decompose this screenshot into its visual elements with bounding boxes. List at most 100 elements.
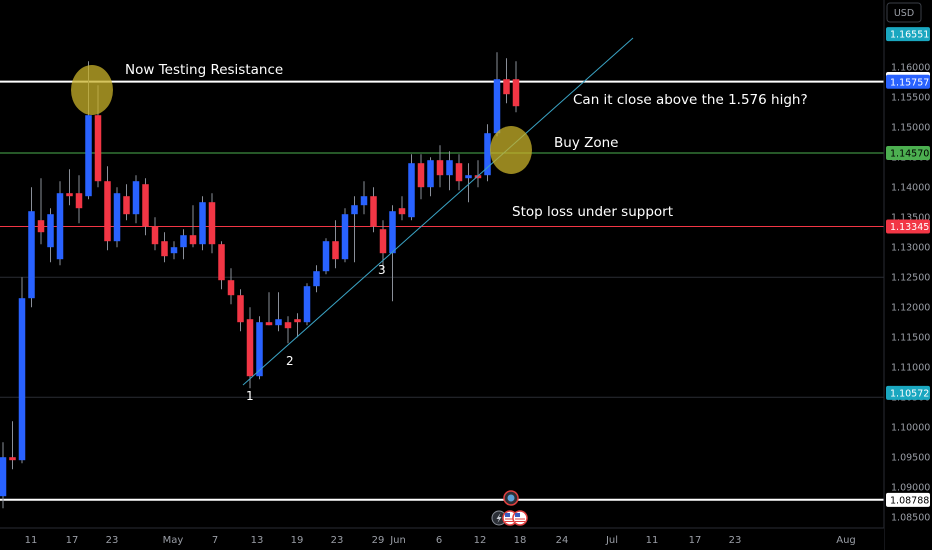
y-tick-label: 1.10000: [891, 423, 930, 434]
drawings: Now Testing Resistance Can it close abov…: [71, 37, 808, 403]
currency-button[interactable]: USD: [886, 2, 922, 23]
resistance-highlight-circle[interactable]: [71, 65, 113, 115]
candle-body: [189, 235, 197, 245]
candle-body: [227, 280, 235, 296]
event-icon[interactable]: [503, 490, 519, 506]
x-tick-label: 23: [331, 535, 344, 546]
x-tick-label: Jul: [605, 535, 618, 546]
price-badge-label: 1.08788: [890, 495, 929, 506]
candle-body: [265, 322, 273, 326]
x-tick-label: 23: [106, 535, 119, 546]
candle-body: [66, 193, 73, 197]
candle-body: [398, 208, 406, 215]
candle-body: [37, 220, 45, 233]
candle-body: [142, 184, 149, 227]
candle-body: [294, 319, 301, 323]
time-axis[interactable]: 11 17 23 May 7 13 19 23 29 Jun 6 12 18 24 Jul 11 17 23 Aug: [0, 527, 884, 550]
candle-body: [170, 247, 178, 254]
time-axis-bg: [0, 528, 884, 550]
candle-body: [161, 241, 168, 257]
event-markers: [491, 490, 528, 526]
candle-body: [303, 286, 311, 323]
price-badge: [886, 74, 930, 89]
candle-body: [465, 175, 472, 179]
wave-label-2: 2: [286, 354, 294, 368]
candle-body: [332, 241, 339, 260]
price-badge-label: 1.15757: [890, 77, 929, 88]
candle-body: [18, 298, 26, 461]
candle-body: [180, 235, 187, 248]
candle-body: [113, 193, 121, 242]
buy-zone-label: Buy Zone: [554, 135, 618, 151]
candle-body: [341, 214, 349, 260]
x-tick-label: 13: [251, 535, 264, 546]
candle-body: [389, 211, 396, 254]
candle-body: [484, 133, 491, 176]
buy-zone-circle[interactable]: [490, 126, 532, 174]
trendline[interactable]: [242, 37, 634, 386]
wave-label-3: 3: [378, 263, 386, 277]
resistance-label: Now Testing Resistance: [125, 62, 283, 78]
x-tick-label: 17: [689, 535, 702, 546]
candle-body: [199, 202, 206, 245]
candle-body: [503, 79, 510, 95]
x-tick-label: 18: [514, 535, 527, 546]
y-tick-label: 1.14000: [891, 183, 930, 194]
candle-body: [474, 175, 482, 179]
stop-loss-label: Stop loss under support: [512, 204, 673, 220]
x-tick-label: Jun: [389, 535, 406, 546]
question-label: Can it close above the 1.576 high?: [573, 92, 808, 108]
x-tick-label: 6: [436, 535, 442, 546]
price-badge-label: 1.16551: [890, 30, 929, 41]
x-tick-label: 7: [212, 535, 218, 546]
candle-body: [47, 214, 54, 248]
y-tick-label: 1.13000: [891, 243, 930, 254]
y-tick-label: 1.09500: [891, 453, 930, 464]
x-tick-label: May: [163, 535, 184, 546]
y-tick-label: 1.12500: [891, 273, 930, 284]
candle-body: [0, 457, 7, 497]
candle-body: [208, 202, 216, 245]
x-tick-label: 23: [729, 535, 742, 546]
us-flag-icon[interactable]: [512, 510, 528, 526]
y-tick-label: 1.13500: [891, 213, 930, 224]
candle-body: [417, 163, 425, 188]
grid: [0, 276, 884, 398]
candle-body: [493, 79, 501, 134]
y-tick-label: 1.09000: [891, 483, 930, 494]
price-badge-label: 1.10572: [890, 388, 929, 399]
y-tick-label: 1.11000: [891, 363, 930, 374]
candle-body: [322, 241, 330, 272]
candle-body: [246, 319, 254, 377]
x-tick-label: 12: [474, 535, 487, 546]
price-badge-label: 1.14570: [890, 149, 929, 160]
price-axis-bg: [884, 0, 932, 550]
candle-body: [370, 196, 377, 227]
candle-body: [94, 115, 102, 182]
x-tick-label: 11: [646, 535, 659, 546]
candle-body: [351, 205, 358, 215]
price-badge: [886, 146, 930, 160]
candle-body: [28, 211, 35, 299]
candle-body: [408, 163, 415, 218]
candle-body: [446, 160, 453, 176]
candles: [0, 52, 520, 509]
candle-body: [123, 196, 130, 215]
wave-label-1: 1: [246, 389, 254, 403]
candle-body: [436, 160, 444, 176]
x-tick-label: 17: [66, 535, 79, 546]
x-tick-label: 24: [556, 535, 569, 546]
currency-label: USD: [894, 8, 914, 19]
y-tick-label: 1.12000: [891, 303, 930, 314]
candle-body: [132, 181, 140, 215]
candle-body: [151, 226, 159, 245]
price-axis[interactable]: 1.085001.090001.095001.100001.105001.110…: [883, 0, 932, 550]
candle-body: [56, 193, 64, 260]
price-badge: [886, 27, 930, 42]
candle-body: [85, 115, 92, 197]
y-tick-label: 1.16000: [891, 63, 930, 74]
price-badge: [886, 219, 930, 234]
y-tick-label: 1.11500: [891, 333, 930, 344]
